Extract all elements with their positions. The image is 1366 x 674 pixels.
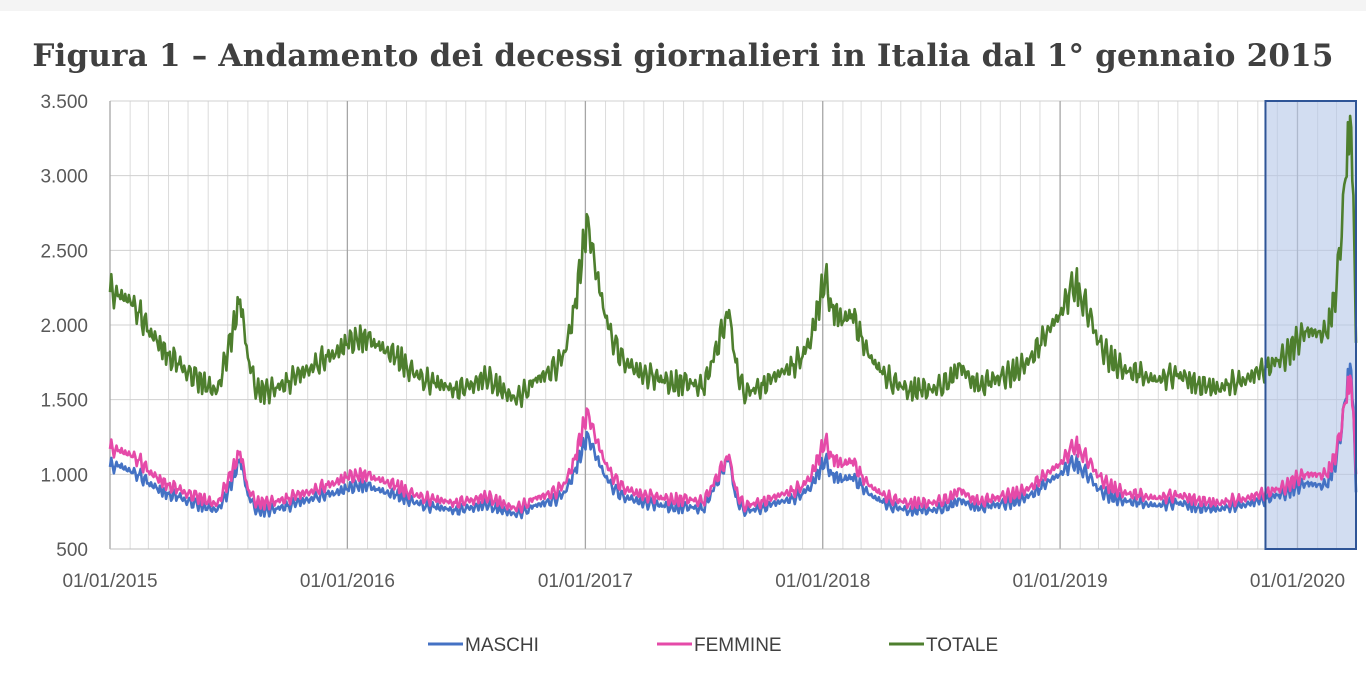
y-tick-label: 500 bbox=[56, 540, 88, 561]
y-tick-label: 3.000 bbox=[40, 167, 88, 188]
x-tick-label: 01/01/2018 bbox=[775, 571, 870, 592]
x-tick-label: 01/01/2019 bbox=[1013, 571, 1108, 592]
x-tick-label: 01/01/2020 bbox=[1250, 571, 1345, 592]
y-axis-ticks: 500 1.000 1.500 2.000 2.500 3.000 3.500 bbox=[40, 92, 88, 561]
y-tick-label: 2.500 bbox=[40, 241, 88, 262]
series-lines bbox=[108, 114, 1358, 520]
y-tick-label: 1.500 bbox=[40, 391, 88, 412]
legend-label-femmine: FEMMINE bbox=[694, 635, 782, 656]
x-axis-ticks: 01/01/2015 01/01/2016 01/01/2017 01/01/2018… bbox=[62, 571, 1345, 592]
series-line-maschi bbox=[108, 362, 1358, 520]
highlight-region-border bbox=[1264, 100, 1357, 550]
y-tick-label: 1.000 bbox=[40, 465, 88, 486]
x-tick-label: 01/01/2016 bbox=[300, 571, 395, 592]
highlight-border bbox=[1264, 100, 1357, 550]
legend-label-maschi: MASCHI bbox=[465, 635, 539, 656]
chart-title: Figura 1 – Andamento dei decessi giornal… bbox=[32, 38, 1334, 74]
y-tick-label: 2.000 bbox=[40, 316, 88, 337]
series-line-femmine bbox=[108, 374, 1358, 514]
y-tick-label: 3.500 bbox=[40, 92, 88, 113]
x-tick-label: 01/01/2015 bbox=[62, 571, 157, 592]
legend: MASCHI FEMMINE TOTALE bbox=[428, 635, 998, 656]
top-band bbox=[0, 0, 1366, 11]
series-line-totale bbox=[108, 114, 1358, 409]
x-tick-label: 01/01/2017 bbox=[538, 571, 633, 592]
legend-label-totale: TOTALE bbox=[926, 635, 998, 656]
